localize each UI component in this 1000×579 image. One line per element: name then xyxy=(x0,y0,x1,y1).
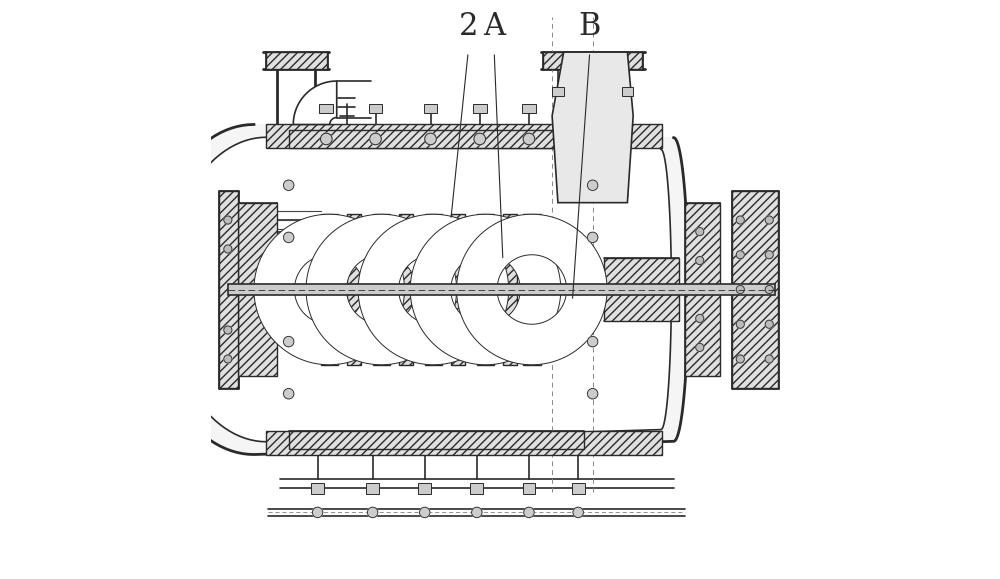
Bar xyxy=(451,214,465,365)
Bar xyxy=(311,483,324,494)
Circle shape xyxy=(765,355,773,363)
Circle shape xyxy=(765,216,773,224)
Polygon shape xyxy=(457,214,607,290)
Circle shape xyxy=(736,285,744,294)
Bar xyxy=(424,104,437,113)
Circle shape xyxy=(283,336,294,347)
Bar xyxy=(418,483,431,494)
Polygon shape xyxy=(358,290,509,365)
Circle shape xyxy=(283,389,294,399)
Bar xyxy=(523,318,541,365)
Bar xyxy=(523,214,541,261)
Polygon shape xyxy=(552,52,633,203)
Circle shape xyxy=(474,133,486,145)
Bar xyxy=(266,431,662,455)
Bar xyxy=(266,124,662,148)
Polygon shape xyxy=(254,214,404,290)
Bar xyxy=(477,318,494,365)
Polygon shape xyxy=(457,290,607,365)
Bar xyxy=(604,258,679,321)
Circle shape xyxy=(523,133,535,145)
Bar xyxy=(319,104,333,113)
Circle shape xyxy=(573,507,583,518)
Bar xyxy=(503,214,517,365)
Text: A: A xyxy=(483,10,505,42)
Bar xyxy=(321,318,338,365)
Polygon shape xyxy=(306,214,457,290)
Circle shape xyxy=(224,245,232,253)
Bar xyxy=(366,483,379,494)
Text: B: B xyxy=(579,10,601,42)
Bar xyxy=(543,52,642,69)
Circle shape xyxy=(472,507,482,518)
Bar xyxy=(373,214,390,261)
Bar xyxy=(289,431,584,449)
Bar xyxy=(219,191,238,388)
Bar xyxy=(572,483,585,494)
Bar xyxy=(238,203,277,376)
Bar xyxy=(347,214,361,365)
Polygon shape xyxy=(293,81,337,124)
Bar xyxy=(245,220,268,359)
Circle shape xyxy=(765,251,773,259)
Polygon shape xyxy=(147,124,688,455)
Polygon shape xyxy=(166,137,671,442)
Circle shape xyxy=(696,228,704,236)
Circle shape xyxy=(765,320,773,328)
Bar xyxy=(522,104,536,113)
Circle shape xyxy=(224,355,232,363)
Bar xyxy=(552,87,564,96)
Circle shape xyxy=(367,507,378,518)
Bar xyxy=(266,52,327,69)
Circle shape xyxy=(224,326,232,334)
Circle shape xyxy=(587,180,598,190)
Circle shape xyxy=(696,314,704,323)
Circle shape xyxy=(736,251,744,259)
Circle shape xyxy=(283,232,294,243)
Bar xyxy=(685,203,720,376)
Bar xyxy=(425,318,442,365)
Text: 2: 2 xyxy=(458,10,478,42)
Polygon shape xyxy=(358,214,509,290)
Polygon shape xyxy=(410,214,561,290)
Bar xyxy=(289,130,584,148)
Bar xyxy=(399,214,413,365)
Bar xyxy=(622,87,633,96)
Circle shape xyxy=(587,389,598,399)
Circle shape xyxy=(524,507,534,518)
Bar xyxy=(373,318,390,365)
Bar xyxy=(523,483,535,494)
Bar xyxy=(228,284,775,295)
Circle shape xyxy=(765,285,773,294)
Bar xyxy=(369,104,382,113)
Circle shape xyxy=(696,256,704,265)
Bar xyxy=(477,214,494,261)
Circle shape xyxy=(224,216,232,224)
Circle shape xyxy=(321,133,332,145)
Bar xyxy=(321,214,338,261)
Bar xyxy=(732,191,778,388)
Circle shape xyxy=(696,343,704,351)
Circle shape xyxy=(587,336,598,347)
Polygon shape xyxy=(254,290,404,365)
Circle shape xyxy=(312,507,323,518)
Bar xyxy=(558,116,627,197)
Circle shape xyxy=(283,180,294,190)
Bar xyxy=(473,104,487,113)
Circle shape xyxy=(736,355,744,363)
Bar xyxy=(425,214,442,261)
Polygon shape xyxy=(410,290,561,365)
Circle shape xyxy=(736,320,744,328)
Circle shape xyxy=(587,232,598,243)
Polygon shape xyxy=(306,290,457,365)
Circle shape xyxy=(370,133,381,145)
Circle shape xyxy=(425,133,436,145)
Circle shape xyxy=(420,507,430,518)
Bar xyxy=(470,483,483,494)
Circle shape xyxy=(736,216,744,224)
